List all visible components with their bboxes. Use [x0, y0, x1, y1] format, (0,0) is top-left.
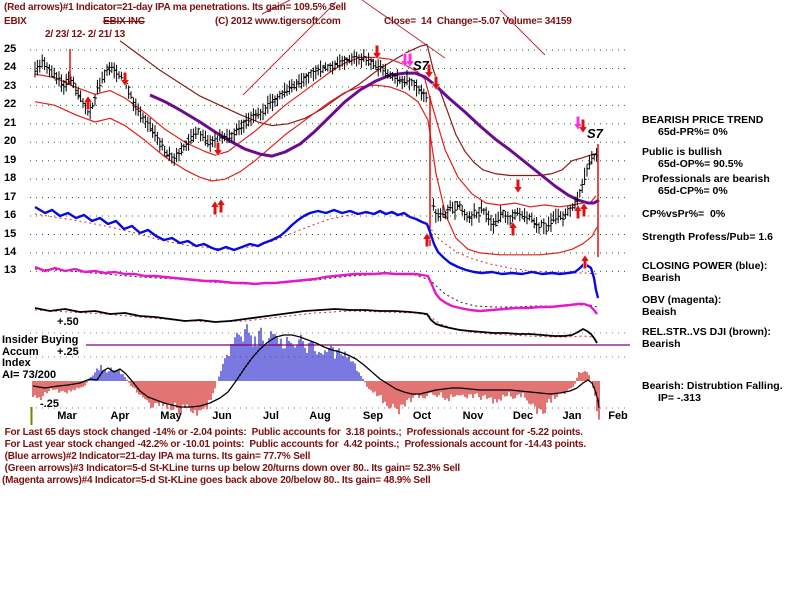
panel-line-9: Bearish — [642, 272, 681, 284]
price-label-14: 14 — [4, 245, 17, 258]
left-label-5: AI= 73/200 — [2, 369, 57, 381]
panel-line-13: Bearish — [642, 338, 681, 350]
left-label-2: Accum — [2, 346, 39, 358]
left-label-1: Insider Buying — [2, 334, 79, 346]
month-label-nov: Nov — [462, 410, 484, 422]
panel-line-15: IP= -.313 — [658, 392, 701, 404]
left-label-6: -.25 — [40, 398, 59, 410]
price-label-15: 15 — [4, 227, 17, 240]
price-label-23: 23 — [4, 79, 17, 92]
red-down-arrow — [120, 72, 130, 87]
red-up-arrow — [422, 232, 432, 247]
panel-line-6: CP%vsPr%= 0% — [642, 208, 726, 220]
red-down-arrow — [372, 45, 382, 60]
price-label-21: 21 — [4, 116, 17, 129]
ticker-symbol: EBIX — [4, 16, 27, 27]
red-up-arrow — [216, 198, 226, 213]
month-label-jul: Jul — [263, 410, 279, 422]
indicator1-title: (Red arrows)#1 Indicator=21-day IPA ma p… — [4, 2, 346, 13]
footer-line-4: (Green arrows)#3 Indicator=5-d St-KLine … — [2, 463, 461, 474]
month-label-mar: Mar — [57, 410, 77, 422]
magenta-down-arrow — [405, 53, 415, 68]
panel-line-0: BEARISH PRICE TREND — [642, 114, 764, 126]
panel-line-11: Beaish — [642, 306, 677, 318]
price-label-20: 20 — [4, 135, 17, 148]
panel-line-3: 65d-OP%= 90.5% — [658, 158, 743, 170]
month-label-oct: Oct — [412, 410, 432, 422]
split-annotation-0: S7 — [413, 58, 430, 73]
date-range: 2/ 23/ 12- 2/ 21/ 13 — [45, 29, 125, 40]
month-label-jun: Jun — [212, 410, 232, 422]
price-label-25: 25 — [4, 43, 17, 55]
company-name: EBIX INC — [103, 16, 145, 27]
red-down-arrow — [424, 64, 434, 79]
month-label-dec: Dec — [512, 410, 534, 422]
month-label-jan: Jan — [562, 410, 582, 422]
red-up-arrow — [83, 95, 93, 110]
red-down-arrow — [213, 142, 223, 157]
red-up-arrow — [580, 254, 590, 269]
footer-line-1: For Last 65 days stock changed -14% or -… — [2, 427, 583, 438]
left-label-3: +.25 — [57, 346, 79, 358]
red-up-arrow — [579, 202, 589, 217]
footer-line-3: (Blue arrows)#2 Indicator=21-day IPA ma … — [2, 451, 311, 462]
panel-line-10: OBV (magenta): — [642, 294, 722, 306]
panel-line-2: Public is bullish — [642, 146, 722, 158]
panel-line-4: Professionals are bearish — [642, 173, 770, 185]
red-down-arrow — [513, 179, 523, 194]
panel-line-8: CLOSING POWER (blue): — [642, 260, 768, 272]
footer-line-5: (Magenta arrows)#4 Indicator=5-d St-KLin… — [2, 475, 431, 486]
month-label-feb: Feb — [608, 410, 628, 422]
panel-line-5: 65d-CP%= 0% — [658, 185, 728, 197]
price-label-22: 22 — [4, 98, 17, 111]
panel-line-12: REL.STR..VS DJI (brown): — [642, 326, 771, 338]
price-label-24: 24 — [4, 61, 17, 74]
footer-line-2: For Last year stock changed -42.2% or -1… — [2, 439, 587, 450]
red-down-arrow — [578, 119, 588, 134]
red-up-arrow — [508, 221, 518, 236]
price-label-18: 18 — [4, 172, 17, 185]
month-label-apr: Apr — [110, 410, 130, 422]
price-label-16: 16 — [4, 209, 17, 222]
left-label-4: Index — [2, 357, 31, 369]
panel-line-14: Bearish: Distrubtion Falling. — [642, 380, 783, 392]
split-annotation-1: S7 — [587, 126, 604, 141]
price-label-17: 17 — [4, 190, 17, 203]
quote-summary: Close= 14 Change=-5.07 Volume= 34159 — [384, 16, 572, 27]
panel-line-1: 65d-PR%= 0% — [658, 126, 728, 138]
left-label-0: +.50 — [57, 316, 79, 328]
copyright-text: (C) 2012 www.tigersoft.com — [215, 16, 341, 27]
red-up-arrow — [210, 200, 220, 215]
price-label-19: 19 — [4, 153, 17, 166]
month-label-sep: Sep — [362, 410, 384, 422]
panel-line-7: Strength Profess/Pub= 1.6 — [642, 231, 773, 243]
price-label-13: 13 — [4, 264, 17, 277]
month-label-aug: Aug — [309, 410, 331, 422]
red-down-arrow — [431, 76, 441, 91]
month-label-may: May — [160, 410, 182, 422]
